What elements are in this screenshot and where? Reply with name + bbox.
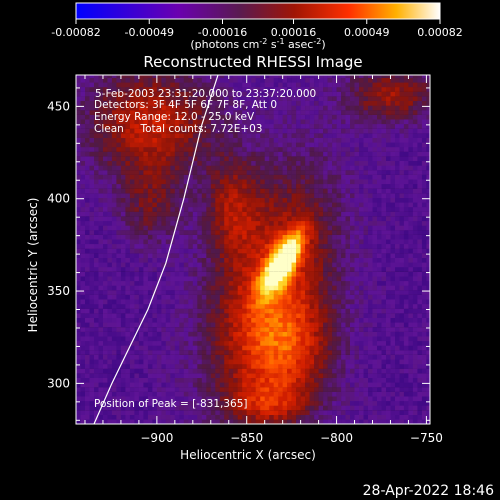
colorbar-tick-label: 0.00016 xyxy=(271,26,317,39)
time-range-annotation: 5-Feb-2003 23:31:20.000 to 23:37:20.000 xyxy=(95,88,316,100)
colorbar-tick-label: 0.00049 xyxy=(344,26,390,39)
y-axis: 300 350 400 450 xyxy=(47,87,430,421)
chart-title: Reconstructed RHESSI Image xyxy=(143,53,362,71)
peak-position-annotation: Position of Peak = [-831,365] xyxy=(94,398,248,410)
colorbar-tick-label: -0.00082 xyxy=(51,26,100,39)
x-axis-label: Heliocentric X (arcsec) xyxy=(180,448,316,462)
colorbar xyxy=(75,2,441,20)
y-axis-label: Heliocentric Y (arcsec) xyxy=(26,198,40,333)
x-tick-label: −900 xyxy=(140,431,173,445)
colorbar-tick-label: -0.00049 xyxy=(125,26,174,39)
solar-limb-curve xyxy=(93,75,219,424)
colorbar-tick-label: 0.00082 xyxy=(417,26,463,39)
y-tick-label: 350 xyxy=(47,284,70,298)
clean-counts-annotation: Clean Total counts: 7.72E+03 xyxy=(94,123,263,135)
colorbar-unit-label: (photons cm-2 s-1 asec-2) xyxy=(190,37,325,51)
plot-frame xyxy=(75,74,431,425)
y-tick-label: 450 xyxy=(47,99,70,113)
x-tick-label: −850 xyxy=(230,431,263,445)
x-axis: −900 −850 −800 −750 xyxy=(84,75,443,445)
colorbar-tick-label: -0.00016 xyxy=(198,26,247,39)
y-tick-label: 300 xyxy=(47,376,70,390)
x-tick-label: −800 xyxy=(320,431,353,445)
colorbar-ticks: -0.00082 -0.00049 -0.00016 0.00016 0.00049 0.… xyxy=(51,19,463,39)
x-tick-label: −750 xyxy=(410,431,443,445)
energy-range-annotation: Energy Range: 12.0 - 25.0 keV xyxy=(94,111,255,123)
detectors-annotation: Detectors: 3F 4F 5F 6F 7F 8F, Att 0 xyxy=(94,99,277,111)
timestamp: 28-Apr-2022 18:46 xyxy=(363,483,494,499)
y-tick-label: 400 xyxy=(47,192,70,206)
heatmap-image xyxy=(76,75,430,424)
